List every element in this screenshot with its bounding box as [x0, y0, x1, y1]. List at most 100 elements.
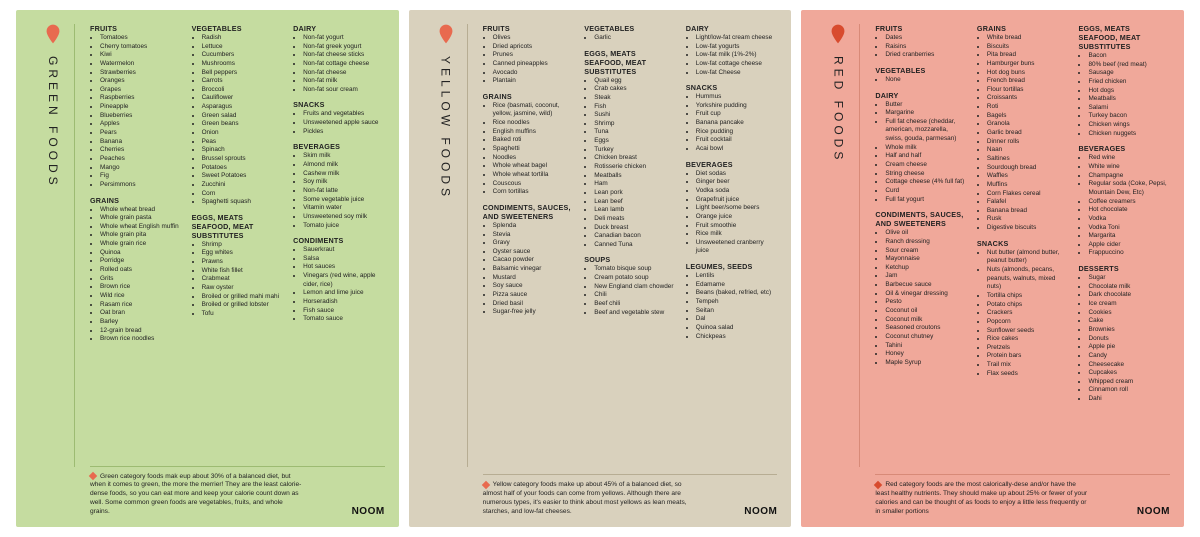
list-item: Pesto — [885, 298, 967, 307]
card-content: FRUITSDatesRaisinsDried cranberriesVEGET… — [861, 24, 1170, 517]
list-item: Radish — [202, 34, 284, 43]
item-list: Bacon80% beef (red meat)SausageFried chi… — [1078, 52, 1170, 138]
list-item: Shrimp — [594, 120, 676, 129]
column: FRUITSDatesRaisinsDried cranberriesVEGET… — [875, 24, 967, 470]
item-list: SugarChocolate milkDark chocolateIce cre… — [1078, 274, 1170, 404]
list-item: Cashew milk — [303, 170, 385, 179]
list-item: Porridge — [100, 257, 182, 266]
item-list: ButterMargarineFull fat cheese (cheddar,… — [875, 101, 967, 205]
list-item: Full fat yogurt — [885, 196, 967, 205]
list-item: Cheesecake — [1088, 361, 1170, 370]
list-item: Sugar-free jelly — [493, 308, 575, 317]
list-item: Butter — [885, 101, 967, 110]
list-item: Lean beef — [594, 198, 676, 207]
list-item: Nuts (almonds, pecans, peanuts, walnuts,… — [987, 266, 1069, 292]
list-item: Low-fat yogurts — [696, 43, 778, 52]
list-item: Cream potato soup — [594, 274, 676, 283]
list-item: Oat bran — [100, 309, 182, 318]
list-item: Broiled or grilled mahi mahi — [202, 293, 284, 302]
item-list: White breadBiscuitsPita breadHamburger b… — [977, 34, 1069, 233]
list-item: Watermelon — [100, 60, 182, 69]
section-title: SNACKS — [977, 239, 1069, 248]
list-item: Cherry tomatoes — [100, 43, 182, 52]
list-item: Whole grain pasta — [100, 214, 182, 223]
list-item: Baked roti — [493, 136, 575, 145]
section-title: SNACKS — [686, 83, 778, 92]
list-item: Dal — [696, 315, 778, 324]
list-item: Chickpeas — [696, 333, 778, 342]
list-item: Turkey — [594, 146, 676, 155]
column: GRAINSWhite breadBiscuitsPita breadHambu… — [977, 24, 1069, 470]
section: DAIRYButterMargarineFull fat cheese (che… — [875, 91, 967, 205]
section: BEVERAGESSkim milkAlmond milkCashew milk… — [293, 142, 385, 230]
list-item: Fruit cup — [696, 110, 778, 119]
list-item: Vodka — [1088, 215, 1170, 224]
brand-logo: NOOM — [1137, 506, 1170, 517]
card-sidebar: RED FOODS — [815, 24, 861, 517]
list-item: Garlic — [594, 34, 676, 43]
list-item: Champagne — [1088, 172, 1170, 181]
list-item: Corn Flakes cereal — [987, 190, 1069, 199]
list-item: Cream cheese — [885, 161, 967, 170]
list-item: Pickles — [303, 128, 385, 137]
list-item: Waffles — [987, 172, 1069, 181]
list-item: Whole grain rice — [100, 240, 182, 249]
section-title: FRUITS — [483, 24, 575, 33]
list-item: Quinoa salad — [696, 324, 778, 333]
list-item: Tempeh — [696, 298, 778, 307]
list-item: Olives — [493, 34, 575, 43]
section-title: DESSERTS — [1078, 264, 1170, 273]
list-item: 80% beef (red meat) — [1088, 61, 1170, 70]
list-item: Rice milk — [696, 230, 778, 239]
divider-line — [74, 24, 75, 467]
list-item: Tomato juice — [303, 222, 385, 231]
list-item: Bell peppers — [202, 69, 284, 78]
list-item: Coconut chutney — [885, 333, 967, 342]
list-item: Oranges — [100, 77, 182, 86]
list-item: Garlic bread — [987, 129, 1069, 138]
list-item: Rice (basmati, coconut, yellow, jasmine,… — [493, 102, 575, 119]
list-item: Seitan — [696, 307, 778, 316]
section: DAIRYNon-fat yogurtNon-fat greek yogurtN… — [293, 24, 385, 94]
list-item: Crabmeat — [202, 275, 284, 284]
section: GRAINSWhite breadBiscuitsPita breadHambu… — [977, 24, 1069, 233]
item-list: Tomato bisque soupCream potato soupNew E… — [584, 265, 676, 317]
section-title: CONDIMENTS, SAUCES, AND SWEETENERS — [483, 203, 575, 221]
section-title: FRUITS — [90, 24, 182, 33]
list-item: Croissants — [987, 94, 1069, 103]
section: CONDIMENTSSauerkrautSalsaHot saucesVineg… — [293, 236, 385, 324]
list-item: Seasoned croutons — [885, 324, 967, 333]
list-item: Vitamin water — [303, 204, 385, 213]
list-item: Cherries — [100, 146, 182, 155]
list-item: Full fat cheese (cheddar, american, mozz… — [885, 118, 967, 144]
section-title: EGGS, MEATS SEAFOOD, MEAT SUBSTITUTES — [192, 213, 284, 240]
item-list: TomatoesCherry tomatoesKiwiWatermelonStr… — [90, 34, 182, 190]
list-item: Shrimp — [202, 241, 284, 250]
list-item: String cheese — [885, 170, 967, 179]
list-item: Diet sodas — [696, 170, 778, 179]
list-item: Cake — [1088, 317, 1170, 326]
list-item: Frappuccino — [1088, 249, 1170, 258]
footer-text: Red category foods are the most calorica… — [875, 481, 1087, 517]
list-item: Asparagus — [202, 103, 284, 112]
item-list: Rice (basmati, coconut, yellow, jasmine,… — [483, 102, 575, 197]
section-title: GRAINS — [977, 24, 1069, 33]
list-item: Donuts — [1088, 335, 1170, 344]
item-list: Olive oilRanch dressingSour creamMayonna… — [875, 229, 967, 367]
list-item: Vinegars (red wine, apple cider, rice) — [303, 272, 385, 289]
list-item: Non-fat greek yogurt — [303, 43, 385, 52]
list-item: Strawberries — [100, 69, 182, 78]
list-item: Carrots — [202, 77, 284, 86]
list-item: Cauliflower — [202, 94, 284, 103]
list-item: Flour tortillas — [987, 86, 1069, 95]
list-item: Spaghetti — [493, 145, 575, 154]
list-item: Dates — [885, 34, 967, 43]
card-title: GREEN FOODS — [46, 52, 60, 189]
section: VEGETABLESRadishLettuceCucumbersMushroom… — [192, 24, 284, 207]
list-item: Ranch dressing — [885, 238, 967, 247]
list-item: Unsweetened apple sauce — [303, 119, 385, 128]
section-title: BEVERAGES — [1078, 144, 1170, 153]
list-item: Fruit smoothie — [696, 222, 778, 231]
list-item: Tomato sauce — [303, 315, 385, 324]
section-title: VEGETABLES — [875, 66, 967, 75]
